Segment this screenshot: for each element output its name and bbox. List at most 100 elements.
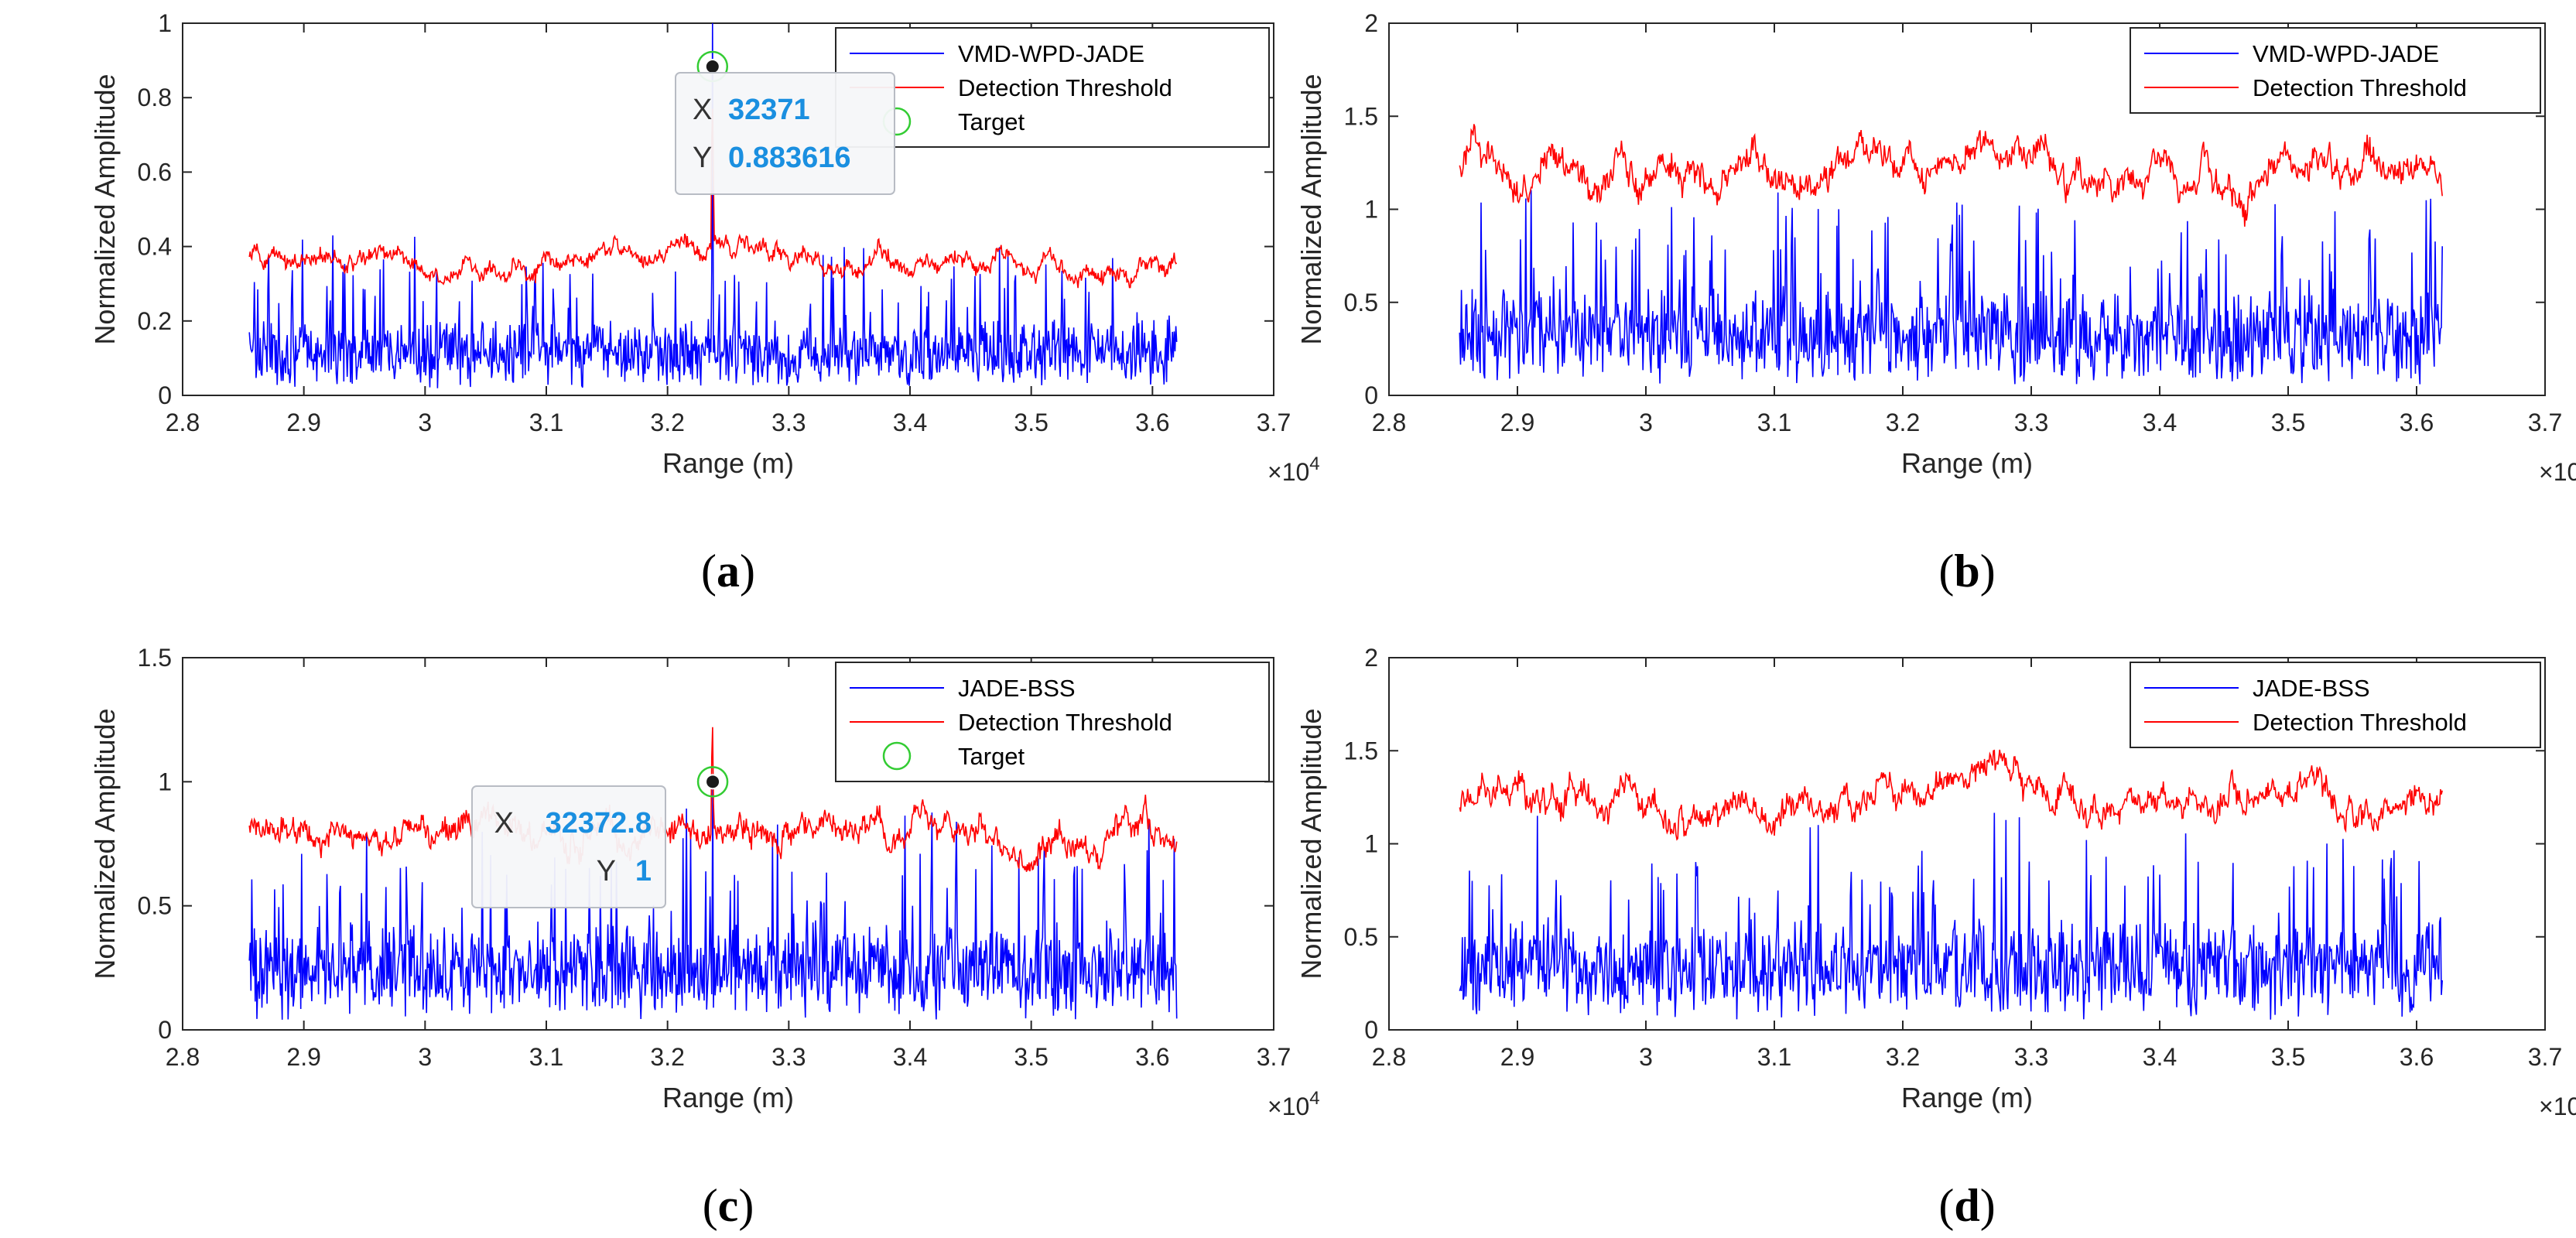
legend-entry-label: Target bbox=[958, 108, 1025, 135]
x-tick-label: 3.2 bbox=[1886, 1043, 1920, 1071]
x-tick-label: 3.3 bbox=[771, 409, 806, 436]
y-tick-label: 0 bbox=[158, 1016, 172, 1044]
legend-entry-label: VMD-WPD-JADE bbox=[2253, 40, 2439, 67]
datatip-y-key: Y bbox=[597, 855, 616, 887]
x-tick-label: 3.5 bbox=[1014, 1043, 1048, 1071]
x-axis-label: Range (m) bbox=[662, 447, 794, 479]
datatip-anchor-dot bbox=[705, 774, 721, 790]
chart-panel-c: 2.8 2.9 3 3.1 3.2 3.3 3.4 3.5 3.6 3.7 0 0.5 1 1.5 Rang… bbox=[89, 644, 1320, 1231]
series-line-detection-threshold bbox=[1459, 749, 2443, 841]
x-tick-label: 3.6 bbox=[1135, 1043, 1169, 1071]
x-tick-label: 3.6 bbox=[1135, 409, 1169, 436]
x-tick-label: 2.9 bbox=[1500, 409, 1534, 436]
x-exponent-label: ×104 bbox=[2539, 1088, 2576, 1120]
series-line-detection-threshold bbox=[248, 727, 1178, 872]
y-tick-label: 2 bbox=[1364, 9, 1378, 37]
datatip-x-value: 32371 bbox=[728, 94, 810, 126]
y-axis-label: Normalized Amplitude bbox=[89, 708, 121, 979]
x-tick-label: 3.1 bbox=[1757, 1043, 1791, 1071]
legend-entry-label: Detection Threshold bbox=[958, 709, 1172, 736]
x-tick-label: 3 bbox=[1639, 1043, 1653, 1071]
x-tick-label: 3.4 bbox=[2143, 1043, 2177, 1071]
y-tick-label: 0 bbox=[158, 381, 172, 409]
x-tick-label: 3.7 bbox=[2528, 409, 2562, 436]
x-tick-label: 3.3 bbox=[2014, 409, 2048, 436]
x-tick-label: 3.5 bbox=[2271, 409, 2305, 436]
x-axis-label: Range (m) bbox=[1901, 1082, 2033, 1113]
y-tick-label: 1.5 bbox=[1344, 102, 1378, 130]
legend-box bbox=[2130, 662, 2541, 748]
legend: VMD-WPD-JADE Detection Threshold Target bbox=[835, 27, 1270, 148]
series-line-jade-bss bbox=[248, 781, 1178, 1020]
datatip-x-value: 32372.8 bbox=[546, 807, 652, 840]
legend-swatch-marker bbox=[882, 741, 912, 771]
y-tick-label: 1.5 bbox=[1344, 737, 1378, 764]
y-tick-label: 0.5 bbox=[1344, 289, 1378, 316]
legend: JADE-BSS Detection Threshold Target bbox=[835, 662, 1270, 782]
series-line-vmd-wpd-jade bbox=[1459, 190, 2443, 385]
x-tick-label: 3.7 bbox=[2528, 1043, 2562, 1071]
x-tick-label: 3.1 bbox=[529, 1043, 563, 1071]
x-tick-label: 3.6 bbox=[2400, 1043, 2434, 1071]
x-exponent-label: ×104 bbox=[1267, 1088, 1320, 1120]
x-tick-label: 3.3 bbox=[2014, 1043, 2048, 1071]
x-tick-label: 3.7 bbox=[1257, 409, 1291, 436]
x-axis-label: Range (m) bbox=[662, 1082, 794, 1113]
x-tick-label: 2.8 bbox=[166, 409, 200, 436]
datatip-y-value: 0.883616 bbox=[728, 142, 851, 174]
x-tick-label: 2.8 bbox=[1372, 409, 1406, 436]
y-tick-label: 0.5 bbox=[1344, 923, 1378, 951]
datatip-y-key: Y bbox=[693, 142, 712, 174]
y-tick-label: 1 bbox=[158, 768, 172, 795]
y-tick-label: 1 bbox=[1364, 830, 1378, 858]
y-tick-label: 0.2 bbox=[138, 307, 172, 335]
target-marker bbox=[696, 766, 729, 798]
x-tick-label: 2.9 bbox=[286, 1043, 320, 1071]
x-tick-label: 3.6 bbox=[2400, 409, 2434, 436]
series-line-jade-bss bbox=[1459, 812, 2443, 1020]
y-axis-label: Normalized Amplitude bbox=[89, 74, 121, 344]
x-tick-label: 3.5 bbox=[2271, 1043, 2305, 1071]
x-tick-label: 2.9 bbox=[1500, 1043, 1534, 1071]
x-tick-label: 3.7 bbox=[1257, 1043, 1291, 1071]
chart-panel-d: 2.8 2.9 3 3.1 3.2 3.3 3.4 3.5 3.6 3.7 0 0.5 1 1.5 2 Ran… bbox=[1295, 644, 2576, 1231]
x-tick-label: 3 bbox=[418, 409, 432, 436]
datatip-x-key: X bbox=[494, 807, 514, 840]
y-tick-label: 0.5 bbox=[138, 892, 172, 920]
legend-box bbox=[2130, 27, 2541, 114]
x-tick-label: 3 bbox=[1639, 409, 1653, 436]
chart-panel-a: 2.8 2.9 3 3.1 3.2 3.3 3.4 3.5 3.6 3.7 0 0.2 0.4 0.6 0.… bbox=[89, 9, 1320, 597]
panel-caption: (a) bbox=[701, 545, 755, 597]
y-tick-label: 2 bbox=[1364, 644, 1378, 672]
legend-entry-label: JADE-BSS bbox=[2253, 675, 2370, 702]
y-tick-label: 0 bbox=[1364, 1016, 1378, 1044]
series-line-detection-threshold bbox=[1459, 124, 2443, 227]
x-tick-label: 3.2 bbox=[650, 1043, 684, 1071]
datatip-box bbox=[675, 72, 895, 195]
datatip-anchor-dot bbox=[704, 58, 720, 74]
panel-caption: (b) bbox=[1938, 545, 1995, 597]
legend: JADE-BSS Detection Threshold bbox=[2130, 662, 2541, 748]
panel-caption: (c) bbox=[703, 1180, 754, 1231]
y-tick-label: 0.8 bbox=[138, 84, 172, 111]
x-tick-label: 3.3 bbox=[771, 1043, 806, 1071]
x-tick-label: 3 bbox=[418, 1043, 432, 1071]
x-tick-label: 3.5 bbox=[1014, 409, 1048, 436]
x-tick-label: 3.4 bbox=[893, 409, 927, 436]
x-axis-label: Range (m) bbox=[1901, 447, 2033, 479]
legend: VMD-WPD-JADE Detection Threshold bbox=[2130, 27, 2541, 114]
x-tick-label: 2.8 bbox=[1372, 1043, 1406, 1071]
datatip-x-key: X bbox=[693, 94, 712, 126]
legend-entry-label: Target bbox=[958, 743, 1025, 770]
y-axis-label: Normalized Amplitude bbox=[1295, 708, 1327, 979]
y-tick-label: 0.4 bbox=[138, 233, 172, 261]
panel-caption: (d) bbox=[1938, 1180, 1995, 1231]
datatip: 32372.8 X 1Y bbox=[471, 785, 666, 908]
y-tick-label: 1.5 bbox=[138, 644, 172, 672]
legend-entry-label: Detection Threshold bbox=[2253, 709, 2467, 736]
chart-panel-b: 2.8 2.9 3 3.1 3.2 3.3 3.4 3.5 3.6 3.7 0 0.5 1 1.5 2 Ran… bbox=[1295, 9, 2576, 597]
y-tick-label: 1 bbox=[1364, 196, 1378, 224]
y-axis-label: Normalized Amplitude bbox=[1295, 74, 1327, 344]
x-tick-label: 3.2 bbox=[1886, 409, 1920, 436]
x-exponent-label: ×104 bbox=[2539, 453, 2576, 486]
